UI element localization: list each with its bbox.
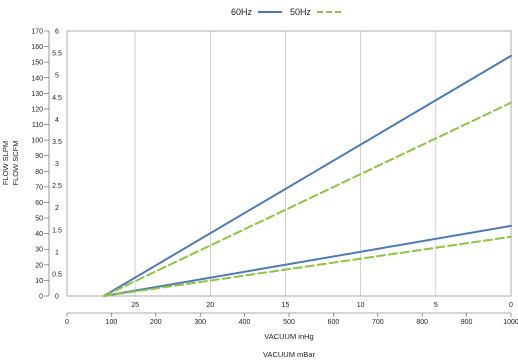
legend-label-50hz: 50Hz [290, 7, 312, 17]
y-tick-label-slpm: 100 [31, 138, 43, 145]
y-tick-label-slpm: 80 [35, 169, 43, 176]
x-tick-label-inhg: 15 [282, 302, 290, 309]
y-axis-title-slpm: FLOW SLPM [1, 141, 10, 185]
legend-label-60hz: 60Hz [231, 7, 253, 17]
y-tick-label-scfm: 2.5 [52, 183, 62, 190]
y-tick-label-slpm: 40 [35, 231, 43, 238]
y-tick-label-slpm: 0 [39, 294, 43, 301]
series-line-50hz-upper [102, 101, 512, 297]
series-line-50hz-lower [102, 235, 512, 297]
y-tick-label-scfm: 0 [55, 294, 59, 301]
x-tick-label-inhg: 0 [509, 302, 513, 309]
y-tick-label-slpm: 50 [35, 216, 43, 223]
x-axis-inhg-ticks: 25 20 15 10 5 0 [131, 302, 513, 309]
y-tick-label-scfm: 1 [55, 249, 59, 256]
x-axis-mbar-ticks: 0 100 200 300 400 500 600 700 800 900 1000 [65, 312, 518, 326]
y-tick-label-slpm: 120 [31, 106, 43, 113]
x-tick-label-inhg: 25 [131, 302, 139, 309]
x-tick-label-mbar: 100 [106, 319, 118, 326]
x-tick-label-inhg: 10 [357, 302, 365, 309]
y-tick-label-slpm: 70 [35, 184, 43, 191]
x-axis-title-inhg: VACUUM inHg [264, 332, 313, 341]
x-tick-label-mbar: 600 [328, 319, 340, 326]
y-axis-title-scfm: FLOW SCFM [11, 141, 20, 186]
y-tick-label-scfm: 5.5 [52, 51, 62, 58]
y-tick-label-slpm: 110 [32, 122, 43, 129]
x-tick-label-inhg: 5 [434, 302, 438, 309]
series-lines [102, 54, 512, 297]
series-line-60hz-lower [102, 224, 512, 297]
x-axis-title-mbar: VACUUM mBar [263, 350, 315, 359]
y-tick-label-slpm: 20 [35, 262, 43, 269]
x-tick-label-mbar: 300 [194, 319, 206, 326]
legend: 60Hz 50Hz [231, 7, 342, 17]
y-tick-label-scfm: 6 [55, 29, 59, 36]
y-tick-label-slpm: 150 [31, 60, 43, 67]
y-tick-label-scfm: 4.5 [52, 95, 62, 102]
x-tick-label-mbar: 500 [283, 319, 295, 326]
y-tick-label-slpm: 90 [35, 153, 43, 160]
x-tick-label-inhg: 20 [206, 302, 214, 309]
x-tick-label-mbar: 700 [372, 319, 384, 326]
series-line-60hz-upper [102, 54, 512, 297]
x-tick-label-mbar: 400 [239, 319, 251, 326]
y-tick-label-scfm: 1.5 [52, 227, 62, 234]
x-tick-label-mbar: 900 [461, 319, 473, 326]
y-tick-label-slpm: 140 [31, 75, 43, 82]
y-axis-scfm-ticks: 0 0.5 1 1.5 2 2.5 3 3.5 4 4.5 5 5.5 6 [52, 29, 62, 301]
y-tick-label-scfm: 3 [55, 161, 59, 168]
x-tick-label-mbar: 800 [416, 319, 428, 326]
y-tick-label-scfm: 4 [55, 117, 59, 124]
y-tick-label-scfm: 0.5 [52, 271, 62, 278]
y-tick-label-slpm: 130 [31, 91, 43, 98]
y-axis-slpm-ticks: 0 10 20 30 40 50 60 70 80 90 100 110 120 130 140 150 160… [31, 29, 50, 301]
grid-lines [134, 31, 437, 296]
y-tick-label-slpm: 10 [35, 278, 43, 285]
y-tick-label-scfm: 5 [55, 73, 59, 80]
y-tick-label-slpm: 30 [35, 247, 43, 254]
y-tick-label-scfm: 2 [55, 205, 59, 212]
y-tick-label-scfm: 3.5 [52, 139, 62, 146]
plot-area [66, 30, 512, 297]
x-tick-label-mbar: 200 [150, 319, 162, 326]
y-tick-label-slpm: 160 [31, 44, 43, 51]
y-tick-label-slpm: 170 [31, 29, 43, 36]
y-tick-label-slpm: 60 [35, 200, 43, 207]
x-tick-label-mbar: 1000 [503, 319, 518, 326]
x-tick-label-mbar: 0 [65, 319, 69, 326]
